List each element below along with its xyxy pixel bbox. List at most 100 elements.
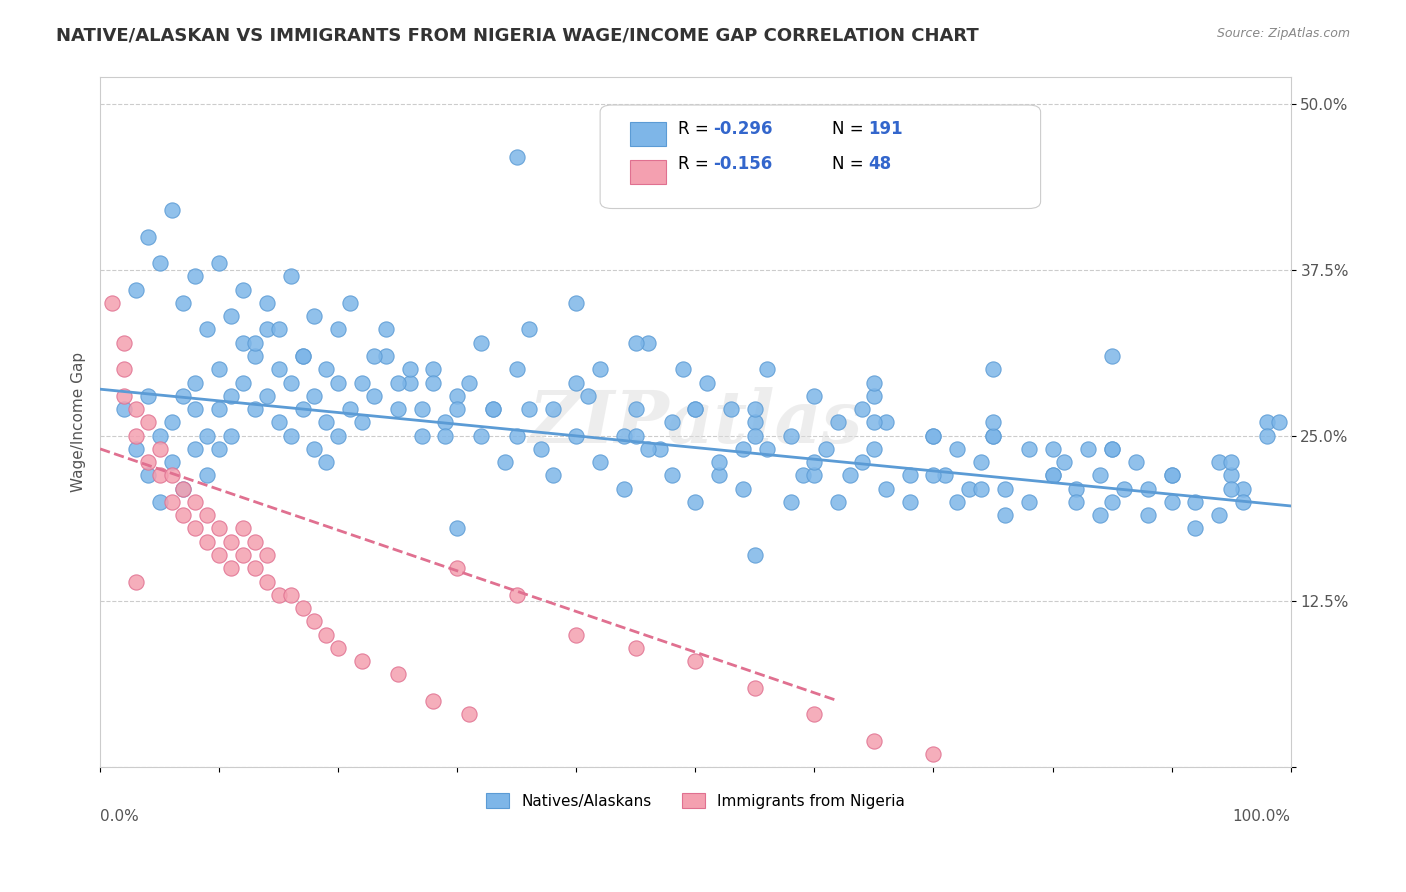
Point <box>1256 415 1278 429</box>
Point <box>149 442 172 456</box>
Point <box>981 428 1004 442</box>
Point <box>149 495 172 509</box>
Point <box>184 376 207 390</box>
Point <box>112 402 135 417</box>
Point <box>350 376 373 390</box>
Point <box>685 402 707 417</box>
Point <box>208 548 231 562</box>
Point <box>339 402 361 417</box>
Point <box>315 415 337 429</box>
Point <box>731 482 754 496</box>
Point <box>363 389 385 403</box>
Point <box>815 442 838 456</box>
Text: 0.0%: 0.0% <box>100 809 139 823</box>
Point <box>256 548 278 562</box>
Point <box>1220 455 1243 469</box>
Point <box>506 588 529 602</box>
Point <box>624 428 647 442</box>
Point <box>267 415 290 429</box>
Point <box>172 389 194 403</box>
Point <box>208 362 231 376</box>
Point <box>219 534 242 549</box>
Point <box>506 428 529 442</box>
Point <box>529 442 551 456</box>
Point <box>160 415 183 429</box>
Point <box>315 455 337 469</box>
Point <box>243 349 266 363</box>
Legend: Natives/Alaskans, Immigrants from Nigeria: Natives/Alaskans, Immigrants from Nigeri… <box>479 787 911 814</box>
Point <box>827 415 849 429</box>
Point <box>243 534 266 549</box>
Point <box>957 482 980 496</box>
Point <box>280 376 302 390</box>
Point <box>1125 455 1147 469</box>
Point <box>195 322 218 336</box>
Point <box>934 468 956 483</box>
Point <box>184 521 207 535</box>
Point <box>219 389 242 403</box>
Point <box>232 548 254 562</box>
Point <box>398 362 420 376</box>
Point <box>755 442 778 456</box>
Point <box>184 442 207 456</box>
Point <box>470 428 492 442</box>
Point <box>446 389 468 403</box>
Point <box>744 681 766 695</box>
Point <box>624 402 647 417</box>
Point <box>267 588 290 602</box>
Point <box>565 627 588 641</box>
Point <box>387 402 409 417</box>
Text: R =: R = <box>678 120 713 138</box>
Point <box>803 468 825 483</box>
Point <box>256 296 278 310</box>
Point <box>160 455 183 469</box>
Point <box>458 707 481 722</box>
Point <box>672 362 695 376</box>
Point <box>243 402 266 417</box>
Text: -0.296: -0.296 <box>713 120 773 138</box>
Point <box>291 601 314 615</box>
Point <box>172 482 194 496</box>
Text: 100.0%: 100.0% <box>1233 809 1291 823</box>
Text: ZIPatlas: ZIPatlas <box>529 387 862 458</box>
Point <box>720 402 742 417</box>
Point <box>1042 442 1064 456</box>
Point <box>1184 495 1206 509</box>
Point <box>112 389 135 403</box>
Point <box>446 521 468 535</box>
Point <box>898 495 921 509</box>
Point <box>1077 442 1099 456</box>
Text: Source: ZipAtlas.com: Source: ZipAtlas.com <box>1216 27 1350 40</box>
Point <box>731 442 754 456</box>
FancyBboxPatch shape <box>630 161 665 185</box>
Point <box>149 256 172 270</box>
Point <box>922 428 945 442</box>
Point <box>624 640 647 655</box>
Point <box>755 362 778 376</box>
Text: 191: 191 <box>868 120 903 138</box>
Point <box>232 521 254 535</box>
Point <box>827 495 849 509</box>
Point <box>350 654 373 668</box>
Point <box>744 402 766 417</box>
Point <box>304 389 326 403</box>
Point <box>1136 482 1159 496</box>
Point <box>112 362 135 376</box>
Point <box>803 455 825 469</box>
Point <box>195 508 218 523</box>
Point <box>136 468 159 483</box>
Point <box>243 335 266 350</box>
Point <box>160 203 183 218</box>
Point <box>1042 468 1064 483</box>
Point <box>863 376 886 390</box>
Point <box>981 428 1004 442</box>
Point <box>208 402 231 417</box>
Text: N =: N = <box>832 120 869 138</box>
Point <box>1042 468 1064 483</box>
Point <box>1066 482 1088 496</box>
Point <box>458 376 481 390</box>
Point <box>232 376 254 390</box>
Point <box>1018 495 1040 509</box>
Point <box>851 455 873 469</box>
Point <box>482 402 505 417</box>
